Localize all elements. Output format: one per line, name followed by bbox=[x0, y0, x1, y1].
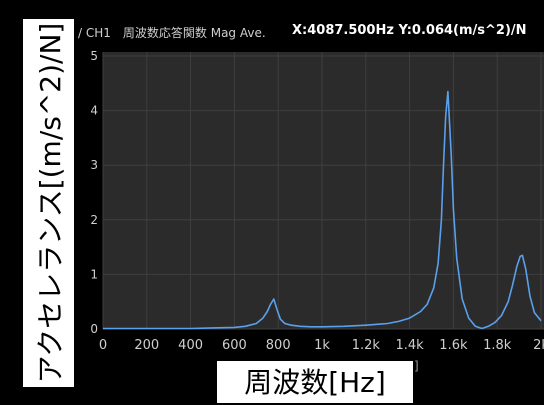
x-tick-label: 1.8k bbox=[483, 338, 512, 353]
x-unit-fragment: ] bbox=[414, 359, 419, 373]
y-tick-labels: 0 1 2 3 4 5 bbox=[90, 49, 98, 336]
series-line bbox=[103, 90, 542, 330]
y-tick-label: 3 bbox=[90, 158, 98, 172]
x-tick-label: 0 bbox=[99, 338, 107, 353]
x-tick-label: 1.6k bbox=[439, 338, 468, 353]
y-tick-label: 5 bbox=[90, 49, 98, 63]
y-axis-label: アクセレランス[(m/s^2)/N] bbox=[33, 22, 67, 384]
x-tick-label: 800 bbox=[266, 338, 291, 353]
y-tick-label: 1 bbox=[90, 267, 98, 281]
plot-area[interactable] bbox=[103, 52, 544, 329]
x-tick-label: 1k bbox=[314, 338, 330, 353]
y-tick-label: 2 bbox=[90, 213, 98, 227]
x-tick-labels: 0 200 400 600 800 1k 1.2k 1.4k 1.6k 1.8k 2k bbox=[99, 338, 544, 353]
x-tick-label: 200 bbox=[134, 338, 159, 353]
x-axis-label: 周波数[Hz] bbox=[216, 360, 414, 403]
x-tick-label: 2k bbox=[533, 338, 544, 353]
y-axis-label-box: アクセレランス[(m/s^2)/N] bbox=[22, 18, 75, 388]
chart-header: / CH1 周波数応答関数 Mag Ave. X:4087.500Hz Y:0.… bbox=[0, 0, 544, 44]
y-tick-label: 4 bbox=[90, 104, 98, 118]
x-tick-label: 1.4k bbox=[395, 338, 424, 353]
x-tick-label: 400 bbox=[178, 338, 203, 353]
frequency-response-chart[interactable]: 0 200 400 600 800 1k 1.2k 1.4k 1.6k 1.8k 2k 0 1 2 3 4 5 bbox=[0, 44, 544, 360]
cursor-readout: X:4087.500Hz Y:0.064(m/s^2)/N bbox=[292, 23, 527, 38]
chart-svg[interactable]: 0 200 400 600 800 1k 1.2k 1.4k 1.6k 1.8k 2k 0 1 2 3 4 5 bbox=[0, 44, 544, 360]
y-tick-label: 0 bbox=[90, 322, 98, 336]
x-tick-label: 600 bbox=[222, 338, 247, 353]
x-tick-label: 1.2k bbox=[352, 338, 381, 353]
channel-title: / CH1 周波数応答関数 Mag Ave. bbox=[78, 26, 266, 40]
